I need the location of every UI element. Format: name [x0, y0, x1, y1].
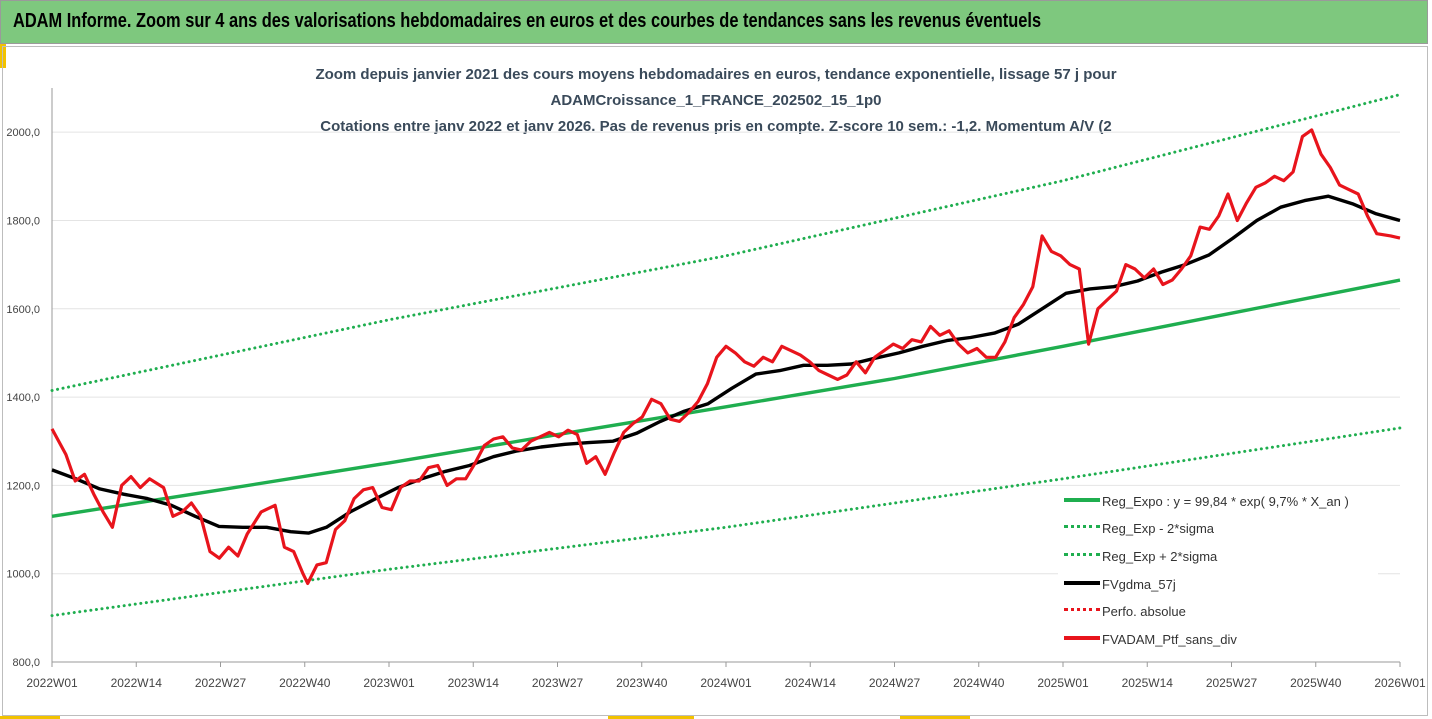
- legend-swatch-reg-exp-plus: [1064, 553, 1100, 564]
- x-tick-label: 2022W01: [26, 676, 78, 690]
- x-tick-label: 2024W14: [785, 676, 837, 690]
- x-tick-label: 2023W40: [616, 676, 668, 690]
- series-line-reg-exp-2-sigma: [50, 93, 1402, 392]
- y-tick-label: 1600,0: [6, 304, 40, 316]
- chart-title-line-1: Zoom depuis janvier 2021 des cours moyen…: [315, 66, 1117, 83]
- x-tick-label: 2022W27: [195, 676, 247, 690]
- bottom-accent-right: [900, 716, 970, 719]
- y-tick-label: 2000,0: [6, 127, 40, 139]
- legend-item-perfo-absolue: Perfo. absolue: [1058, 600, 1378, 624]
- x-tick-label: 2023W27: [532, 676, 584, 690]
- legend-swatch-reg-exp-minus: [1064, 525, 1100, 536]
- x-tick-label: 2023W01: [363, 676, 415, 690]
- legend-label-reg-exp-plus: Reg_Exp + 2*sigma: [1102, 549, 1218, 564]
- y-tick-label: 1800,0: [6, 215, 40, 227]
- y-tick-label: 1200,0: [6, 480, 40, 492]
- y-tick-label: 1000,0: [6, 569, 40, 581]
- x-tick-label: 2022W14: [111, 676, 163, 690]
- x-tick-label: 2026W01: [1374, 676, 1426, 690]
- series-layer: [50, 93, 1402, 618]
- report-banner: ADAM Informe. Zoom sur 4 ans des valoris…: [0, 0, 1428, 44]
- legend-item-reg-expo: Reg_Expo : y = 99,84 * exp( 9,7% * X_an …: [1058, 490, 1378, 514]
- chart-title-line-3: Cotations entre janv 2022 et janv 2026. …: [320, 118, 1112, 135]
- x-tick-label: 2024W27: [869, 676, 921, 690]
- banner-title: ADAM Informe. Zoom sur 4 ans des valoris…: [13, 10, 1042, 32]
- x-tick-label: 2025W40: [1290, 676, 1342, 690]
- y-tick-label: 1400,0: [6, 392, 40, 404]
- x-tick-label: 2022W40: [279, 676, 331, 690]
- axis-layer: 800,0 1000,0 1200,0 1400,0 1600,0 1800,0 2000,…: [6, 88, 1426, 690]
- legend-swatch-fvgdma: [1064, 581, 1100, 593]
- chart-title-line-2: ADAMCroissance_1_FRANCE_202502_15_1p0: [550, 92, 882, 109]
- series-line-fvgdma-57j: [51, 194, 1401, 535]
- legend-label-perfo-absolue: Perfo. absolue: [1102, 604, 1186, 619]
- legend-label-reg-exp-minus: Reg_Exp - 2*sigma: [1102, 521, 1214, 536]
- corner-accent: [0, 44, 6, 68]
- legend-swatch-fvadam: [1064, 636, 1100, 648]
- legend-item-fvgdma: FVgdma_57j: [1058, 573, 1378, 597]
- legend-label-reg-expo: Reg_Expo : y = 99,84 * exp( 9,7% * X_an …: [1102, 494, 1349, 509]
- x-tick-label: 2025W14: [1122, 676, 1174, 690]
- legend-label-fvadam: FVADAM_Ptf_sans_div: [1102, 632, 1237, 647]
- legend-item-reg-exp-plus: Reg_Exp + 2*sigma: [1058, 545, 1378, 569]
- legend-swatch-reg-expo: [1064, 498, 1100, 510]
- x-tick-label: 2024W40: [953, 676, 1005, 690]
- legend-swatch-perfo-absolue: [1064, 608, 1100, 619]
- x-tick-label: 2025W27: [1206, 676, 1258, 690]
- x-tick-label: 2025W01: [1037, 676, 1089, 690]
- y-tick-label: 800,0: [12, 657, 40, 669]
- chart-legend: Reg_Expo : y = 99,84 * exp( 9,7% * X_an …: [1058, 486, 1378, 656]
- legend-item-reg-exp-minus: Reg_Exp - 2*sigma: [1058, 517, 1378, 541]
- bottom-accent-left: [0, 716, 60, 719]
- bottom-accent-mid: [608, 716, 694, 719]
- chart-frame: [2, 46, 1428, 716]
- series-line-reg-expo-y-99-84-exp-9-7-x-an: [51, 278, 1401, 518]
- legend-label-fvgdma: FVgdma_57j: [1102, 577, 1176, 592]
- x-tick-label: 2024W01: [700, 676, 752, 690]
- legend-item-fvadam: FVADAM_Ptf_sans_div: [1058, 628, 1378, 652]
- x-tick-label: 2023W14: [448, 676, 500, 690]
- series-line-fvadam-ptf-sans-div: [50, 128, 1401, 585]
